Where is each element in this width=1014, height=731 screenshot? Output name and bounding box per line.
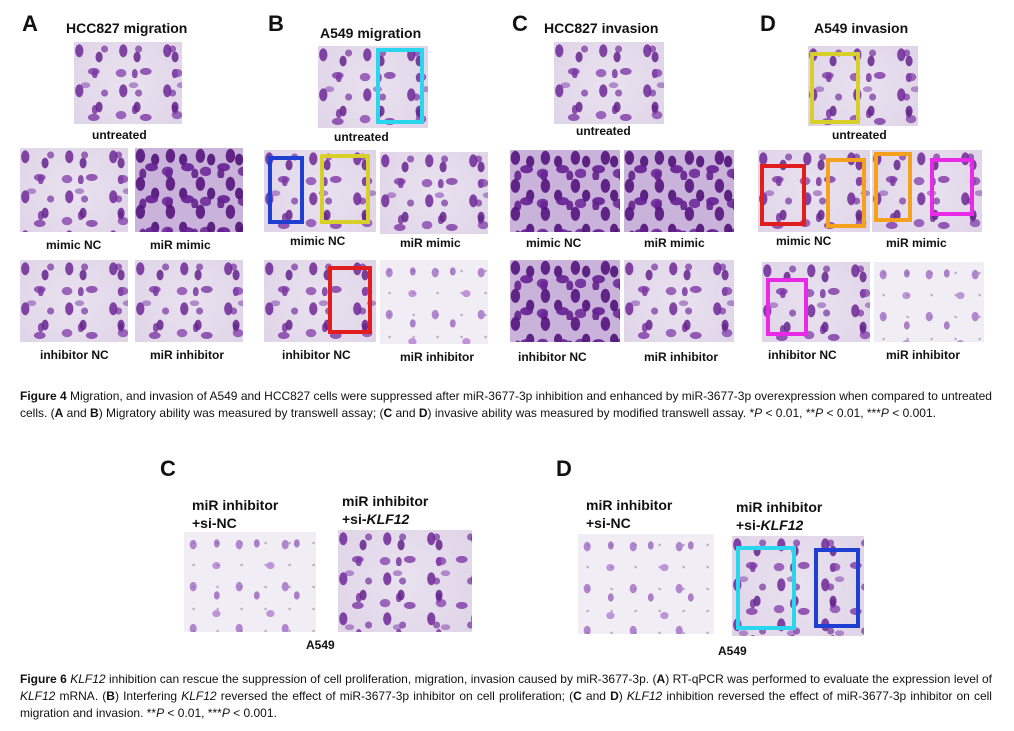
- label-mimic-nc: mimic NC: [46, 238, 102, 252]
- caption-label: Figure 4: [20, 389, 67, 403]
- highlight-box-orange: [826, 158, 866, 228]
- micrograph-invasion-si-nc: [578, 534, 714, 634]
- figure-6-caption: Figure 6 KLF12 inhibition can rescue the…: [20, 672, 992, 720]
- highlight-box-blue: [814, 548, 860, 628]
- label-mimic-nc: mimic NC: [290, 234, 346, 248]
- micrograph-migration-si-nc: [184, 532, 316, 632]
- micrograph-hcc827-migration-mir-mimic: [135, 148, 243, 232]
- panel-letter-a: A: [22, 11, 38, 36]
- highlight-box-magenta: [766, 278, 808, 336]
- label-untreated: untreated: [334, 130, 389, 144]
- micrograph-hcc827-invasion-mir-inhibitor: [624, 260, 734, 342]
- micrograph-a549-invasion-mir-mimic: [872, 150, 982, 232]
- micrograph-hcc827-invasion-mir-mimic: [624, 150, 734, 232]
- label-mir-inhibitor: miR inhibitor: [400, 350, 474, 364]
- micrograph-a549-migration-mir-inhibitor: [380, 260, 488, 344]
- micrograph-hcc827-migration-untreated: [74, 42, 182, 124]
- highlight-box-orange: [874, 152, 912, 222]
- label-mir-inhibitor: miR inhibitor: [150, 348, 224, 362]
- micrograph-a549-migration-inhibitor-nc: [264, 260, 376, 342]
- label-mir-mimic: miR mimic: [644, 236, 705, 250]
- highlight-box-magenta: [930, 158, 974, 216]
- panel-b-title: A549 migration: [320, 25, 422, 41]
- label-untreated: untreated: [92, 128, 147, 142]
- label-mir-inhibitor-si-nc: miR inhibitor +si-NC: [586, 497, 673, 531]
- caption-label: Figure 6: [20, 672, 67, 686]
- micrograph-hcc827-migration-mir-inhibitor: [135, 260, 243, 342]
- micrograph-hcc827-invasion-untreated: [554, 42, 664, 124]
- micrograph-migration-si-klf12: [338, 530, 472, 632]
- label-untreated: untreated: [576, 124, 631, 138]
- label-inhibitor-nc: inhibitor NC: [282, 348, 351, 362]
- label-mir-inhibitor: miR inhibitor: [644, 350, 718, 364]
- panel-d-title: A549 invasion: [814, 20, 909, 36]
- label-mir-inhibitor-si-klf12: miR inhibitor +si-KLF12: [736, 499, 823, 533]
- panel-letter-d: D: [760, 11, 776, 36]
- label-inhibitor-nc: inhibitor NC: [768, 348, 837, 362]
- micrograph-a549-invasion-mimic-nc: [758, 150, 870, 232]
- panel-letter-c: C: [512, 11, 528, 36]
- label-mir-mimic: miR mimic: [886, 236, 947, 250]
- micrograph-a549-migration-untreated: [318, 46, 428, 128]
- micrograph-a549-invasion-inhibitor-nc: [762, 262, 870, 342]
- panel-letter-c: C: [160, 456, 176, 481]
- micrograph-invasion-si-klf12: [732, 536, 864, 636]
- label-mimic-nc: mimic NC: [526, 236, 582, 250]
- micrograph-hcc827-migration-inhibitor-nc: [20, 260, 128, 342]
- figure-4-caption: Figure 4 Migration, and invasion of A549…: [20, 389, 992, 420]
- panel-a-title: HCC827 migration: [66, 20, 188, 36]
- highlight-box-yellow: [810, 52, 860, 124]
- micrograph-a549-invasion-untreated: [808, 46, 918, 126]
- label-mir-inhibitor-si-nc: miR inhibitor +si-NC: [192, 497, 279, 531]
- label-mir-mimic: miR mimic: [150, 238, 211, 252]
- label-mir-inhibitor-si-klf12: miR inhibitor +si-KLF12: [342, 493, 429, 527]
- micrograph-hcc827-invasion-mimic-nc: [510, 150, 620, 232]
- micrograph-a549-migration-mir-mimic: [380, 152, 488, 234]
- label-mir-inhibitor: miR inhibitor: [886, 348, 960, 362]
- label-untreated: untreated: [832, 128, 887, 142]
- highlight-box-yellow: [320, 154, 370, 224]
- micrograph-hcc827-migration-mimic-nc: [20, 148, 128, 232]
- highlight-box-cyan: [736, 546, 796, 630]
- label-mimic-nc: mimic NC: [776, 234, 832, 248]
- label-cell-line: A549: [718, 644, 747, 658]
- label-mir-mimic: miR mimic: [400, 236, 461, 250]
- label-inhibitor-nc: inhibitor NC: [40, 348, 109, 362]
- micrograph-a549-invasion-mir-inhibitor: [874, 262, 984, 342]
- highlight-box-cyan: [376, 48, 424, 124]
- micrograph-hcc827-invasion-inhibitor-nc: [510, 260, 620, 342]
- panel-c-title: HCC827 invasion: [544, 20, 659, 36]
- label-inhibitor-nc: inhibitor NC: [518, 350, 587, 364]
- highlight-box-red: [760, 164, 806, 226]
- highlight-box-red: [328, 266, 372, 334]
- label-cell-line: A549: [306, 638, 335, 652]
- highlight-box-blue: [268, 156, 304, 224]
- panel-letter-b: B: [268, 11, 284, 36]
- panel-letter-d: D: [556, 456, 572, 481]
- micrograph-a549-migration-mimic-nc: [264, 150, 376, 232]
